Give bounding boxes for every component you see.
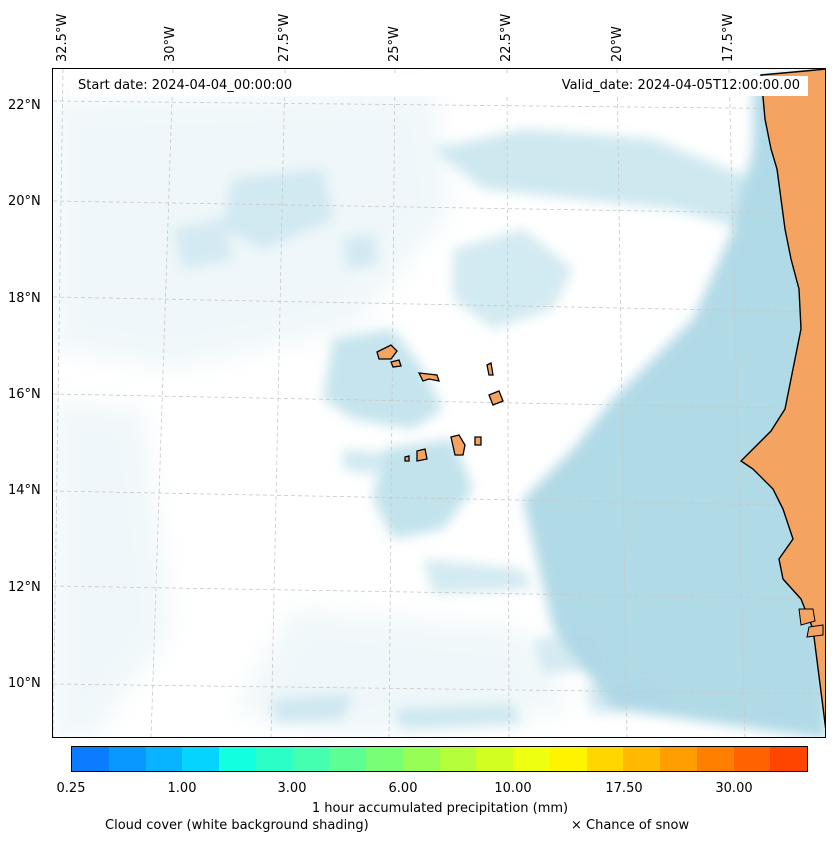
map-info-bar: Start date: 2024-04-04_00:00:00 Valid_da…	[70, 76, 808, 96]
start-date-label: Start date: 2024-04-04_00:00:00	[78, 78, 293, 93]
colorbar-tick-6: 30.00	[715, 781, 753, 796]
colorbar-segment-19	[770, 747, 807, 771]
lat-label-20n: 20°N	[8, 194, 41, 209]
map-canvas	[53, 69, 825, 737]
africa-land	[739, 69, 825, 729]
graticule	[53, 69, 825, 737]
lat-label-18n: 18°N	[8, 291, 41, 306]
bijagos-islands	[798, 608, 816, 626]
colorbar-label: 1 hour accumulated precipitation (mm)	[311, 801, 569, 816]
colorbar-tick-0: 0.25	[56, 781, 86, 796]
colorbar-segment-13	[549, 747, 587, 771]
colorbar-tick-5: 17.50	[605, 781, 643, 796]
lon-label-17-5w: 17.5°W	[721, 13, 736, 62]
lat-label-10n: 10°N	[8, 676, 41, 691]
lon-label-32-5w: 32.5°W	[55, 13, 70, 62]
maio-island	[474, 436, 482, 446]
sal-island	[486, 362, 494, 376]
colorbar-segment-18	[733, 747, 771, 771]
santiago-island	[450, 434, 466, 456]
lon-label-30w: 30°W	[163, 26, 178, 62]
cape-verde-islands	[376, 344, 504, 462]
colorbar-segment-11	[476, 747, 513, 771]
lon-label-25w: 25°W	[387, 26, 402, 62]
colorbar-segment-10	[439, 747, 477, 771]
lon-label-22-5w: 22.5°W	[499, 13, 514, 62]
colorbar-tick-4: 10.00	[494, 781, 532, 796]
lat-label-14n: 14°N	[8, 483, 41, 498]
fogo-island	[416, 448, 428, 462]
colorbar-segment-12	[513, 747, 550, 771]
colorbar-segment-0	[72, 747, 109, 771]
lat-label-12n: 12°N	[8, 580, 41, 595]
colorbar-segment-3	[182, 747, 219, 771]
colorbar-segment-17	[696, 747, 734, 771]
colorbar-segment-5	[255, 747, 293, 771]
colorbar-segment-1	[108, 747, 146, 771]
colorbar-segment-2	[145, 747, 183, 771]
colorbar-tick-3: 6.00	[388, 781, 418, 796]
colorbar-segment-6	[292, 747, 330, 771]
snow-chance-note: × Chance of snow	[571, 818, 690, 833]
precipitation-colorbar	[71, 746, 808, 772]
colorbar-segment-9	[402, 747, 440, 771]
colorbar-tick-1: 1.00	[167, 781, 197, 796]
brava-island	[404, 455, 410, 462]
boa-vista-island	[488, 390, 504, 406]
cloud-cover-note: Cloud cover (white background shading)	[105, 818, 369, 833]
colorbar-segment-7	[329, 747, 366, 771]
lat-label-22n: 22°N	[8, 98, 41, 113]
sao-nicolau-island	[417, 372, 440, 382]
colorbar-segment-15	[623, 747, 660, 771]
map-panel[interactable]	[52, 68, 826, 738]
colorbar-segment-16	[660, 747, 697, 771]
lon-label-27-5w: 27.5°W	[277, 13, 292, 62]
colorbar-tick-2: 3.00	[277, 781, 307, 796]
cloud-band	[173, 69, 825, 737]
lon-label-20w: 20°W	[610, 26, 625, 62]
colorbar-segment-14	[586, 747, 624, 771]
lat-label-16n: 16°N	[8, 387, 41, 402]
coastal-islet-a	[806, 624, 824, 638]
santo-antao-island	[376, 344, 398, 360]
colorbar-segment-4	[219, 747, 256, 771]
valid-date-label: Valid_date: 2024-04-05T12:00:00.00	[561, 78, 800, 93]
sao-vicente-island	[390, 359, 402, 368]
colorbar-segment-8	[366, 747, 403, 771]
